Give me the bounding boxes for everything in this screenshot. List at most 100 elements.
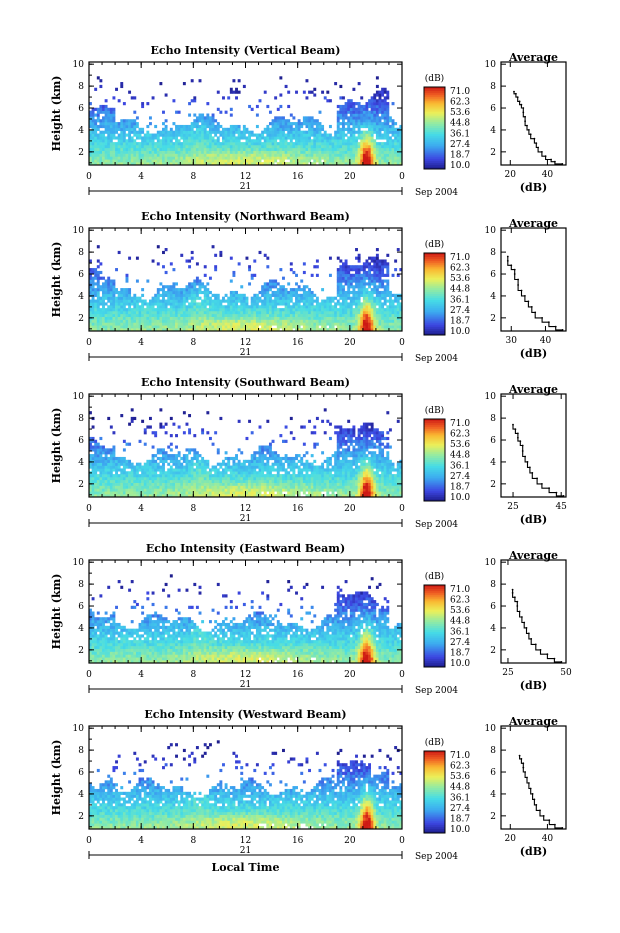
heatmap-cell: [123, 145, 126, 148]
profile-x-tick-label: 30: [506, 336, 518, 346]
heatmap-cell: [136, 474, 139, 477]
heatmap-cell: [345, 325, 348, 328]
heatmap-cell: [97, 466, 100, 469]
heatmap-cell: [251, 322, 254, 325]
heatmap-cell: [133, 468, 136, 471]
heatmap-cell: [102, 448, 105, 451]
heatmap-cell: [144, 466, 147, 469]
heatmap-cell: [381, 151, 384, 154]
heatmap-cell: [342, 156, 345, 159]
heatmap-cell: [146, 136, 149, 139]
heatmap-cell: [277, 291, 280, 294]
heatmap-cell: [92, 314, 95, 317]
heatmap-cell: [363, 136, 366, 139]
heatmap-cell: [339, 116, 342, 119]
heatmap-cell: [118, 142, 121, 145]
heatmap-cell: [110, 463, 113, 466]
heatmap-cell: [105, 159, 108, 162]
heatmap-cell: [144, 463, 147, 466]
profile-point: [528, 301, 530, 303]
heatmap-cell: [358, 82, 361, 85]
heatmap-cell: [319, 159, 322, 162]
heatmap-cell: [206, 288, 209, 291]
heatmap-cell: [332, 148, 335, 151]
heatmap-cell: [384, 325, 387, 328]
heatmap-cell: [154, 460, 157, 463]
heatmap-cell: [225, 314, 228, 317]
heatmap-cell: [212, 148, 215, 151]
heatmap-cell: [363, 274, 366, 277]
heatmap-cell: [363, 111, 366, 114]
heatmap-cell: [360, 111, 363, 114]
heatmap-cell: [92, 488, 95, 491]
heatmap-cell: [259, 308, 262, 311]
heatmap-cell: [120, 119, 123, 122]
heatmap-cell: [193, 457, 196, 460]
heatmap-cell: [112, 483, 115, 486]
heatmap-cell: [381, 93, 384, 96]
heatmap-cell: [92, 148, 95, 151]
heatmap-cell: [133, 142, 136, 145]
heatmap-cell: [152, 311, 155, 314]
heatmap-cell: [152, 154, 155, 157]
heatmap-cell: [97, 460, 100, 463]
heatmap-cell: [162, 122, 165, 125]
heatmap-cell: [373, 288, 376, 291]
heatmap-cell: [183, 305, 186, 308]
heatmap-cell: [308, 291, 311, 294]
heatmap-cell: [394, 145, 397, 148]
heatmap-cell: [386, 294, 389, 297]
heatmap-cell: [225, 294, 228, 297]
heatmap-cell: [123, 463, 126, 466]
heatmap-cell: [350, 277, 353, 280]
heatmap-cell: [389, 308, 392, 311]
heatmap-cell: [120, 468, 123, 471]
heatmap-cell: [133, 151, 136, 154]
heatmap-cell: [131, 300, 134, 303]
heatmap-cell: [193, 151, 196, 154]
heatmap-cell: [345, 297, 348, 300]
heatmap-cell: [123, 471, 126, 474]
heatmap-cell: [334, 320, 337, 323]
heatmap-cell: [193, 114, 196, 117]
heatmap-cell: [157, 300, 160, 303]
heatmap-cell: [300, 151, 303, 154]
heatmap-cell: [131, 468, 134, 471]
heatmap-cell: [339, 105, 342, 108]
heatmap-cell: [381, 311, 384, 314]
heatmap-cell: [188, 428, 191, 431]
heatmap-cell: [112, 116, 115, 119]
heatmap-cell: [209, 151, 212, 154]
heatmap-cell: [379, 268, 382, 271]
heatmap-cell: [360, 108, 363, 111]
heatmap-cell: [146, 491, 149, 494]
heatmap-cell: [290, 317, 293, 320]
heatmap-cell: [326, 320, 329, 323]
heatmap-cell: [144, 477, 147, 480]
heatmap-cell: [141, 105, 144, 108]
heatmap-cell: [256, 297, 259, 300]
heatmap-cell: [107, 128, 110, 131]
heatmap-cell: [352, 111, 355, 114]
heatmap-cell: [206, 282, 209, 285]
heatmap-cell: [188, 471, 191, 474]
heatmap-cell: [118, 128, 121, 131]
heatmap-cell: [112, 311, 115, 314]
heatmap-cell: [219, 308, 222, 311]
heatmap-cell: [269, 308, 272, 311]
heatmap-cell: [139, 314, 142, 317]
heatmap-cell: [144, 148, 147, 151]
heatmap-cell: [308, 308, 311, 311]
heatmap-cell: [172, 308, 175, 311]
heatmap-cell: [292, 151, 295, 154]
heatmap-cell: [110, 288, 113, 291]
heatmap-cell: [133, 322, 136, 325]
heatmap-cell: [199, 311, 202, 314]
heatmap-cell: [94, 305, 97, 308]
heatmap-cell: [183, 474, 186, 477]
heatmap-cell: [339, 131, 342, 134]
heatmap-cell: [159, 320, 162, 323]
heatmap-cell: [102, 297, 105, 300]
heatmap-cell: [204, 142, 207, 145]
heatmap-cell: [251, 274, 254, 277]
